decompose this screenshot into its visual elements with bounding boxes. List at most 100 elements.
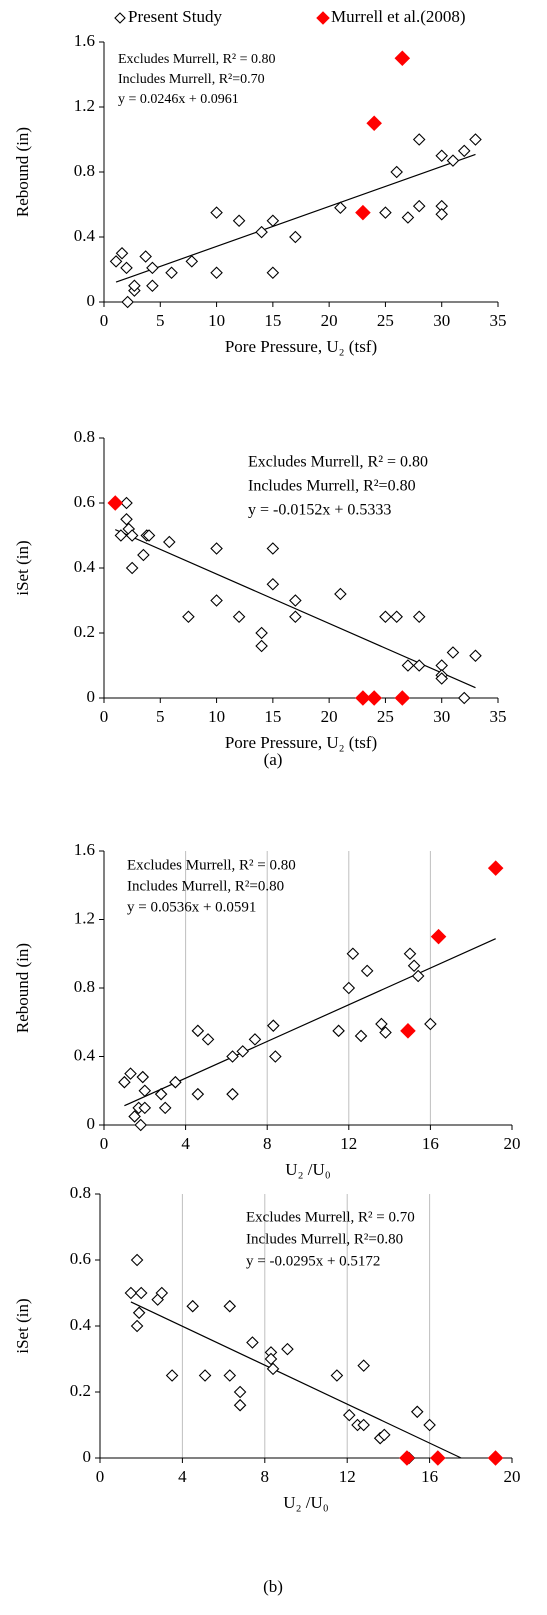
point [379,206,392,219]
caption: (b) [263,1577,283,1596]
point [487,860,504,876]
point [410,1405,424,1419]
x-axis-title: Pore Pressure, U₂ (tsf) [225,337,377,356]
point [138,1084,152,1098]
point [399,1450,415,1466]
point [457,691,471,705]
point [137,548,150,562]
point [236,1045,249,1058]
y-tick-label: 0.4 [74,226,96,245]
y-tick-label: 1.2 [74,96,95,115]
y-tick-label: 0.4 [74,557,96,576]
point [366,690,382,706]
y-tick-label: 0.8 [74,427,95,446]
x-tick-label: 4 [181,1134,190,1153]
point [401,659,415,672]
point [400,1023,416,1039]
point [469,649,482,663]
x-tick-label: 8 [261,1467,270,1486]
x-axis-title: Pore Pressure, U₂ (tsf) [225,733,377,752]
x-tick-label: 35 [490,311,507,330]
x-tick-label: 8 [263,1134,272,1153]
point [158,1101,172,1115]
point [281,1342,294,1356]
point [423,1418,436,1432]
annotation: Includes Murrell, R²=0.80 [248,478,416,495]
point [115,246,129,260]
point [165,1369,179,1382]
point [121,295,134,309]
legend-label: Present Study [128,7,222,26]
annotation: y = -0.0152x + 0.5333 [248,502,391,519]
x-tick-label: 0 [100,1134,109,1153]
annotation: Includes Murrell, R²=0.70 [118,72,265,87]
point [125,529,139,542]
point [487,1450,504,1466]
point [191,1087,205,1101]
point [266,214,280,228]
point [130,1319,144,1333]
point [233,1385,247,1399]
point [210,542,223,555]
point [430,1450,446,1466]
x-tick-label: 16 [421,1467,438,1486]
point [264,1352,278,1366]
point [269,1050,282,1063]
point [457,144,471,158]
point [366,115,382,132]
y-tick-label: 0.2 [70,1381,91,1400]
y-tick-label: 0 [83,1447,92,1466]
x-tick-label: 16 [422,1134,439,1153]
point [109,255,123,268]
point [266,1362,280,1376]
x-tick-label: 20 [321,311,338,330]
trendline [130,1301,462,1459]
x-tick-label: 35 [490,707,507,726]
legend-marker [316,11,330,25]
point [136,1070,150,1084]
x-tick-label: 20 [321,707,338,726]
point [186,1299,199,1313]
point [223,1299,237,1313]
point [289,610,302,624]
x-tick-label: 5 [156,707,165,726]
trendline [124,938,496,1107]
point [446,154,460,167]
point [120,512,133,526]
annotation: Excludes Murrell, R² = 0.70 [246,1209,415,1225]
point [125,561,139,575]
point [446,646,460,659]
point [139,250,152,263]
x-tick-label: 12 [340,1134,357,1153]
point [210,206,223,219]
y-tick-label: 0.8 [74,161,95,180]
x-tick-label: 15 [264,311,281,330]
y-axis-title: iSet (in) [13,540,32,595]
point [430,928,447,945]
point [223,1369,237,1382]
point [132,1306,146,1320]
y-tick-label: 0.6 [70,1249,91,1268]
point [424,1017,437,1031]
point [232,610,246,624]
point [198,1369,212,1382]
caption: (a) [264,750,283,769]
y-tick-label: 0.2 [74,622,95,641]
y-tick-label: 0.8 [70,1183,91,1202]
point [375,1017,388,1031]
point [411,969,425,983]
point [435,149,448,163]
y-tick-label: 0.6 [74,492,95,511]
point [120,496,133,510]
point [346,947,360,961]
y-tick-label: 0.4 [70,1315,92,1334]
point [248,1033,262,1046]
point [289,230,302,244]
point [134,1286,148,1300]
point [342,981,356,995]
point [412,659,426,672]
point [169,1075,182,1089]
point [390,165,403,179]
point [232,214,246,228]
